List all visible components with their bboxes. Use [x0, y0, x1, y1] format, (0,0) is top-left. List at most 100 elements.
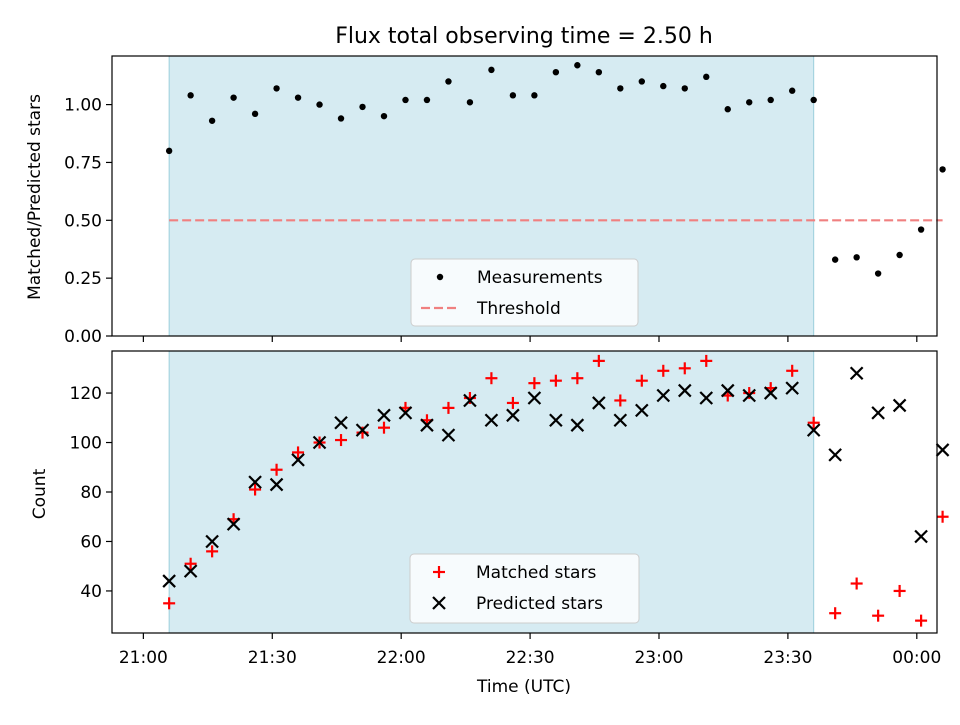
matched-stars-point: [377, 421, 390, 434]
predicted-stars-point: [527, 391, 542, 405]
measurement-point: [617, 85, 624, 92]
matched-stars-point: [657, 364, 670, 377]
measurement-point: [316, 101, 323, 108]
x-tick-label: 23:30: [763, 648, 812, 668]
y-tick-label: 40: [80, 582, 102, 602]
x-tick-label: 22:30: [506, 648, 555, 668]
measurement-point: [230, 94, 237, 101]
predicted-stars-point: [763, 386, 778, 400]
measurement-point: [724, 106, 731, 113]
predicted-stars-point: [656, 388, 671, 403]
predicted-stars-point: [549, 413, 563, 428]
matched-stars-point: [249, 483, 262, 496]
measurement-point: [831, 256, 839, 263]
matched-stars-point: [433, 566, 445, 578]
measurement-point: [552, 68, 560, 76]
matched-stars-point: [807, 416, 820, 429]
matched-stars-point: [528, 377, 541, 390]
bottom-y-axis-label: Count: [30, 468, 50, 519]
predicted-stars-point: [828, 448, 842, 462]
predicted-stars-point: [806, 423, 821, 437]
y-tick-label: 100: [70, 434, 102, 454]
measurement-point: [638, 78, 646, 85]
measurement-point: [574, 62, 581, 69]
matched-stars-point: [506, 396, 519, 409]
measurement-point: [595, 68, 603, 76]
matched-stars-point: [635, 374, 648, 387]
matched-stars-point: [829, 607, 842, 620]
predicted-stars-point: [162, 574, 176, 588]
predicted-stars-point: [677, 383, 692, 398]
predicted-stars-point: [205, 534, 219, 549]
matched-stars-point: [485, 372, 498, 385]
predicted-stars-point: [635, 403, 649, 418]
matched-stars-point: [206, 545, 219, 558]
matched-stars-point: [872, 609, 885, 622]
y-tick-label: 120: [70, 384, 102, 404]
legend: Measurements Threshold: [410, 258, 639, 327]
predicted-stars-point: [334, 415, 348, 430]
matched-stars-point: [549, 374, 562, 387]
x-tick-label: 00:00: [892, 648, 941, 668]
measurement-point: [273, 85, 280, 92]
measurement-point: [380, 112, 388, 120]
predicted-stars-point: [785, 381, 799, 395]
predicted-stars-point: [463, 393, 477, 408]
predicted-stars-point: [291, 453, 305, 467]
measurement-point: [466, 99, 474, 106]
predicted-stars-point: [226, 517, 241, 531]
measurement-point: [788, 87, 796, 94]
predicted-stars-point: [892, 398, 907, 413]
measurement-point: [660, 82, 667, 90]
predicted-stars-point: [441, 428, 456, 442]
predicted-stars-point: [269, 477, 284, 492]
measurement-point: [853, 254, 860, 261]
x-axis-label: Time (UTC): [476, 677, 571, 697]
panel-1: 0.00 0.25 0.50 0.75 1.00 Measurements Threshol…: [64, 55, 946, 347]
measurement-point: [874, 270, 882, 277]
measurement-point: [703, 73, 710, 81]
predicted-stars-point: [742, 388, 757, 403]
y-tick-label: 0.25: [64, 269, 102, 289]
matched-stars-point: [335, 434, 348, 447]
x-tick-label: 22:00: [377, 648, 426, 668]
axes-frame: [111, 350, 938, 634]
chart-title: Flux total observing time = 2.50 h: [335, 24, 713, 49]
predicted-stars-point: [935, 443, 950, 457]
predicted-stars-point: [420, 418, 434, 432]
panel-2: 40 60 80 100 120 21:00 21:30 22:00 22:30 23:00 23:…: [70, 350, 950, 668]
legend-label: Measurements: [477, 268, 603, 288]
y-tick-label: 80: [80, 483, 102, 503]
x-tick-label: 21:00: [119, 648, 168, 668]
predicted-stars-point: [377, 408, 391, 423]
measurement-point: [445, 78, 452, 85]
measurement-point: [896, 251, 903, 259]
y-tick-label: 0.50: [64, 211, 102, 231]
matched-stars-point: [292, 446, 305, 459]
predicted-stars-point: [871, 406, 885, 420]
measurement-point: [746, 99, 753, 106]
measurement-point: [917, 226, 925, 233]
series-predicted-stars: [162, 366, 950, 588]
matched-stars-point: [850, 577, 863, 590]
measurement-point: [251, 110, 259, 118]
measurement-point: [187, 92, 194, 99]
measurement-point: [165, 147, 173, 155]
matched-stars-point: [893, 584, 906, 597]
predicted-stars-point: [914, 529, 928, 544]
matched-stars-point: [700, 354, 713, 367]
measurement-point: [488, 66, 495, 74]
legend-label: Threshold: [476, 299, 561, 319]
predicted-stars-point: [355, 423, 370, 437]
predicted-stars-point: [398, 406, 413, 420]
matched-stars-point: [614, 394, 627, 407]
predicted-stars-point: [720, 383, 735, 398]
top-y-axis-label: Matched/Predicted stars: [25, 94, 45, 300]
plot-layer: 0.00 0.25 0.50 0.75 1.00 Measurements Threshol…: [64, 55, 950, 668]
y-tick-label: 0.00: [64, 327, 102, 347]
matched-stars-point: [571, 372, 584, 385]
legend-label: Matched stars: [476, 563, 596, 583]
matched-stars-point: [270, 463, 283, 476]
predicted-stars-point: [312, 435, 327, 450]
